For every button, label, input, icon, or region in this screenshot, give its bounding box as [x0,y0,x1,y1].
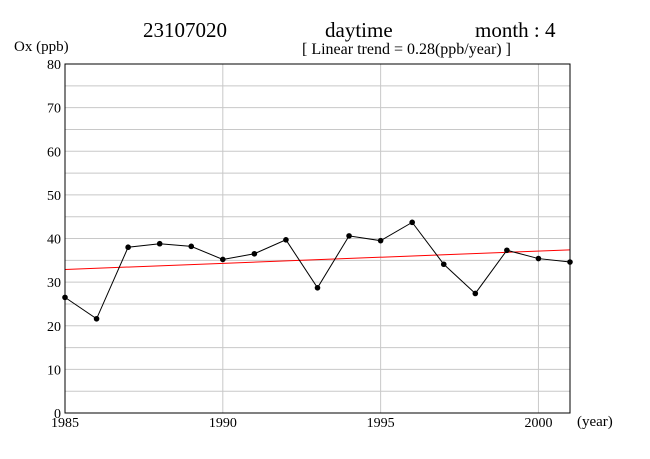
data-point [346,233,352,239]
trend-layer [64,249,571,270]
period-label: daytime [325,18,393,42]
y-tick-label: 80 [47,58,61,73]
y-tick-label: 60 [47,145,61,160]
y-tick-label: 10 [47,363,61,378]
data-point [251,250,258,257]
x-tick-label: 1990 [209,416,237,431]
trend-label: [ Linear trend = 0.28(ppb/year) ] [302,41,511,58]
data-point [188,243,195,250]
plot-frame [64,63,571,414]
y-tick-label: 20 [47,320,61,335]
station-code: 23107020 [143,18,227,42]
x-tick-label: 2000 [524,416,552,431]
data-point [156,240,163,247]
y-tick-label: 0 [54,407,61,422]
data-point [535,255,542,262]
data-point [472,290,479,297]
y-tick-label: 70 [47,102,61,117]
data-point [93,315,100,322]
y-tick-label: 30 [47,276,61,291]
tick-labels: 0 10 20 30 40 50 60 70 80 1985 1990 1995 2000 [47,58,552,431]
trend-line [64,249,571,270]
data-point [220,256,226,263]
data-point [283,237,289,243]
y-axis-label: Ox (ppb) [14,39,69,55]
data-point [409,219,415,226]
x-tick-label: 1995 [367,416,395,431]
x-axis-unit-label: (year) [577,414,613,430]
series-layer [62,219,573,322]
grid-lines [65,64,570,413]
x-tick-label: 1985 [51,416,79,431]
month-label: month : 4 [475,18,556,42]
data-point [314,284,321,291]
data-point [377,237,384,244]
data-point [125,244,131,251]
data-point [440,261,447,268]
y-tick-label: 40 [47,233,61,248]
data-point [504,247,510,254]
y-tick-label: 50 [47,189,61,204]
